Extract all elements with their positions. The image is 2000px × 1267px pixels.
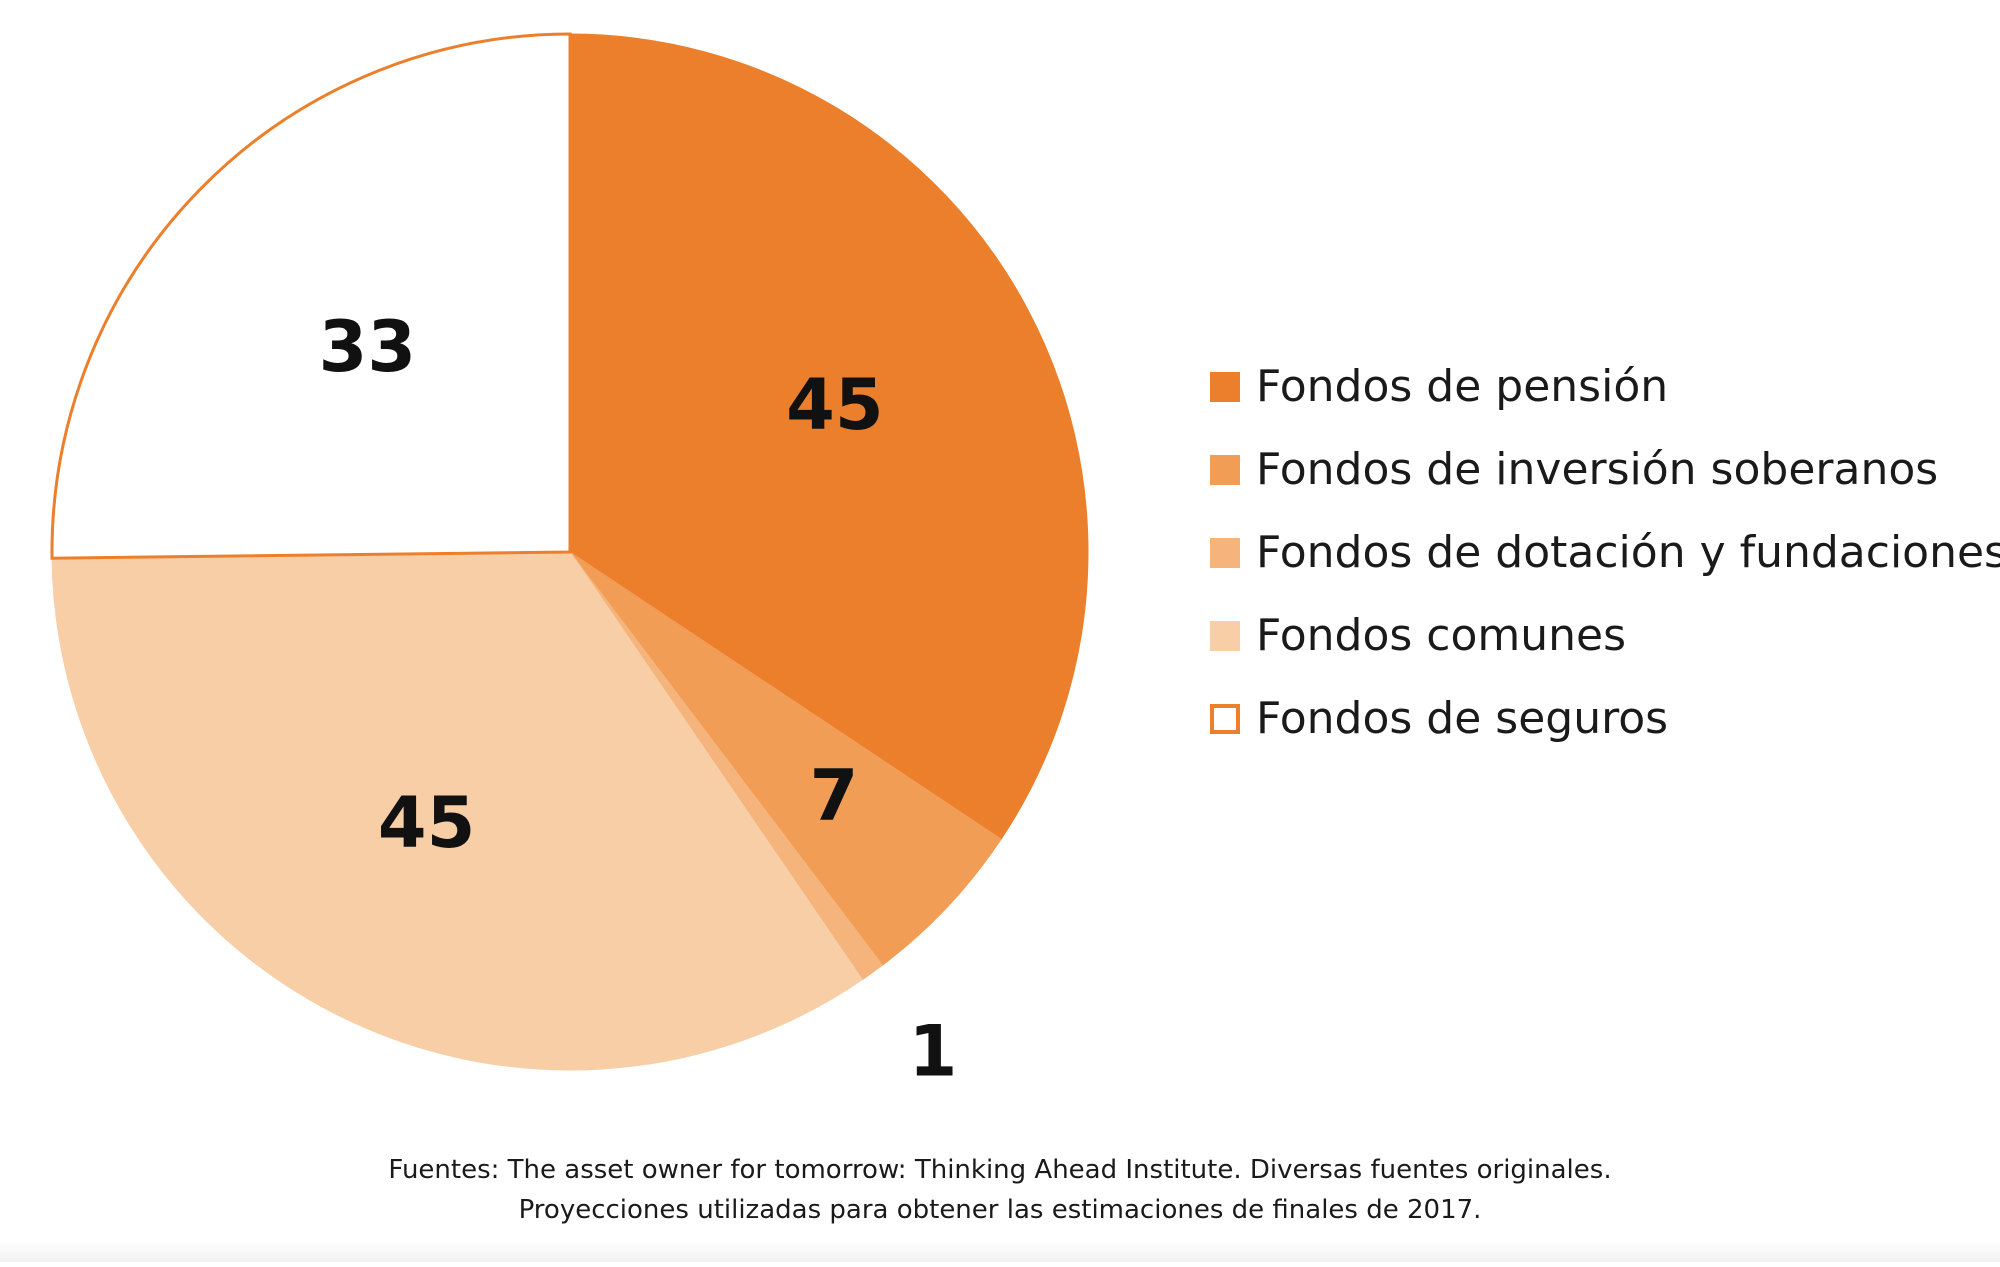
slice-value-label-pension: 45 <box>786 364 883 446</box>
legend-swatch <box>1210 537 1240 568</box>
legend-swatch <box>1210 454 1240 485</box>
legend-item-pension: Fondos de pensión <box>1210 345 2000 428</box>
legend-item-comunes: Fondos comunes <box>1210 594 2000 677</box>
pie-slice-comunes <box>51 551 863 1071</box>
pie-slice-soberanos <box>569 551 1002 966</box>
footnote-projections: Proyecciones utilizadas para obtener las… <box>518 1195 1482 1225</box>
legend-label: Fondos de pensión <box>1256 361 1669 412</box>
legend-label: Fondos de seguros <box>1256 693 1669 744</box>
legend-label: Fondos de inversión soberanos <box>1256 444 1939 495</box>
slice-value-label-dotacion: 1 <box>909 1011 958 1093</box>
pie-slice-seguros <box>50 32 572 560</box>
footnote-sources: Fuentes: The asset owner for tomorrow: T… <box>388 1155 1612 1185</box>
legend-swatch <box>1210 371 1240 402</box>
legend-item-dotacion: Fondos de dotación y fundaciones <box>1210 511 2000 594</box>
legend-item-seguros: Fondos de seguros <box>1210 677 2000 760</box>
legend-item-soberanos: Fondos de inversión soberanos <box>1210 428 2000 511</box>
legend-swatch <box>1210 703 1240 734</box>
bottom-shade <box>0 1240 2000 1262</box>
slice-value-label-soberanos: 7 <box>810 755 859 837</box>
legend-label: Fondos comunes <box>1256 610 1627 661</box>
slice-value-label-comunes: 45 <box>378 782 475 864</box>
legend-label: Fondos de dotación y fundaciones <box>1256 527 2000 578</box>
legend: Fondos de pensión Fondos de inversión so… <box>1210 345 2000 760</box>
slice-value-label-seguros: 33 <box>319 306 416 388</box>
legend-swatch <box>1210 620 1240 651</box>
